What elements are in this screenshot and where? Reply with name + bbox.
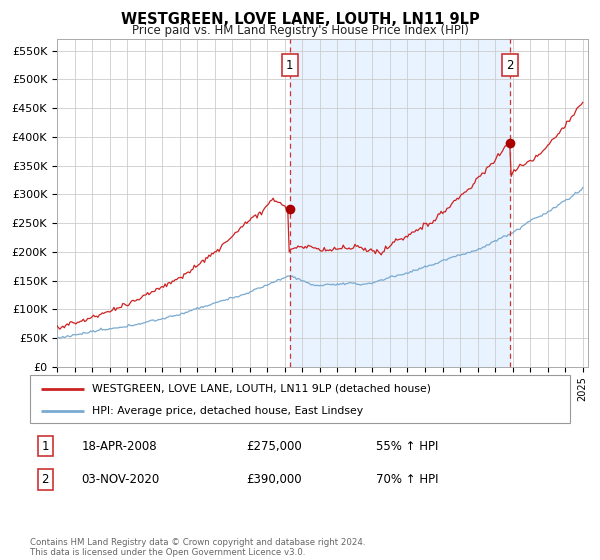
Text: £275,000: £275,000 [246, 440, 302, 452]
Text: 1: 1 [41, 440, 49, 452]
Text: HPI: Average price, detached house, East Lindsey: HPI: Average price, detached house, East… [92, 406, 363, 416]
Text: 2: 2 [506, 59, 514, 72]
Text: 55% ↑ HPI: 55% ↑ HPI [376, 440, 438, 452]
Text: 2: 2 [41, 473, 49, 486]
Text: 03-NOV-2020: 03-NOV-2020 [82, 473, 160, 486]
Text: £390,000: £390,000 [246, 473, 302, 486]
Text: 1: 1 [286, 59, 293, 72]
Text: WESTGREEN, LOVE LANE, LOUTH, LN11 9LP: WESTGREEN, LOVE LANE, LOUTH, LN11 9LP [121, 12, 479, 27]
Text: 70% ↑ HPI: 70% ↑ HPI [376, 473, 438, 486]
FancyBboxPatch shape [30, 375, 570, 423]
Text: 18-APR-2008: 18-APR-2008 [82, 440, 157, 452]
Text: Price paid vs. HM Land Registry's House Price Index (HPI): Price paid vs. HM Land Registry's House … [131, 24, 469, 37]
Text: WESTGREEN, LOVE LANE, LOUTH, LN11 9LP (detached house): WESTGREEN, LOVE LANE, LOUTH, LN11 9LP (d… [92, 384, 431, 394]
Text: Contains HM Land Registry data © Crown copyright and database right 2024.
This d: Contains HM Land Registry data © Crown c… [30, 538, 365, 557]
Bar [290, 39, 510, 367]
